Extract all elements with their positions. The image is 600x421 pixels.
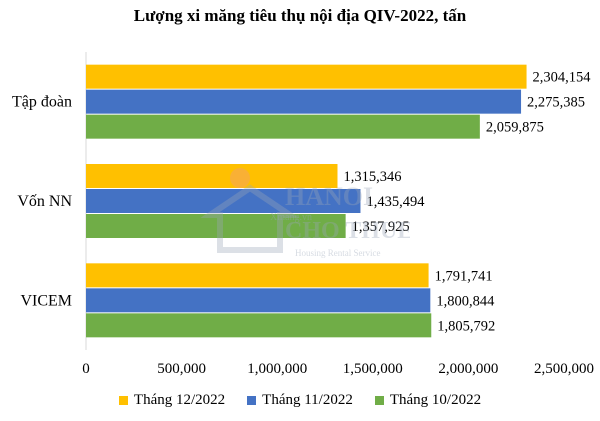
bar [86, 64, 527, 89]
data-label: 2,059,875 [486, 120, 544, 136]
watermark-line2: CHO THUE [285, 218, 410, 244]
legend: Tháng 12/2022 Tháng 11/2022 Tháng 10/202… [0, 392, 600, 409]
watermark-site: Xmang.vn [270, 212, 312, 223]
x-tick-label: 2,000,000 [438, 361, 498, 377]
bar [86, 114, 480, 139]
bar [86, 189, 361, 213]
data-label: 1,315,346 [343, 169, 401, 185]
watermark-tagline: Housing Rental Service [295, 248, 380, 258]
legend-swatch-dec [118, 396, 128, 405]
x-tick-label: 0 [82, 361, 90, 377]
legend-item-dec: Tháng 12/2022 [118, 392, 226, 409]
legend-swatch-oct [374, 396, 384, 405]
category-label: VICEM [20, 292, 72, 309]
legend-label-oct: Tháng 10/2022 [389, 392, 482, 408]
legend-label-dec: Tháng 12/2022 [133, 392, 226, 408]
x-tick-label: 500,000 [157, 361, 206, 377]
data-label: 1,800,844 [436, 293, 495, 309]
data-label: 2,304,154 [533, 70, 592, 86]
legend-swatch-nov [247, 396, 257, 405]
data-label: 2,275,385 [527, 95, 585, 111]
data-label: 1,357,925 [352, 219, 410, 235]
bar [86, 288, 431, 313]
bar [86, 263, 429, 288]
legend-label-nov: Tháng 11/2022 [262, 392, 353, 408]
category-label: Vốn NN [17, 193, 72, 210]
x-tick-label: 1,500,000 [343, 361, 403, 377]
bar [86, 89, 522, 114]
data-label: 1,435,494 [366, 194, 425, 210]
legend-item-nov: Tháng 11/2022 [247, 392, 353, 409]
watermark-line1: HANOI [285, 182, 373, 211]
x-tick-label: 1,000,000 [247, 361, 307, 377]
chart-title: Lượng xi măng tiêu thụ nội địa QIV-2022,… [133, 6, 467, 25]
legend-item-oct: Tháng 10/2022 [374, 392, 482, 409]
watermark-logo: HANOI Xmang.vn CHO THUE Housing Rental S… [200, 160, 413, 260]
x-tick-label: 2,500,000 [534, 361, 594, 377]
category-label: Tập đoàn [12, 94, 72, 111]
bar [86, 313, 432, 338]
bar [86, 214, 346, 238]
bar [86, 164, 338, 188]
data-label: 1,791,741 [435, 268, 493, 284]
data-label: 1,805,792 [437, 318, 495, 334]
